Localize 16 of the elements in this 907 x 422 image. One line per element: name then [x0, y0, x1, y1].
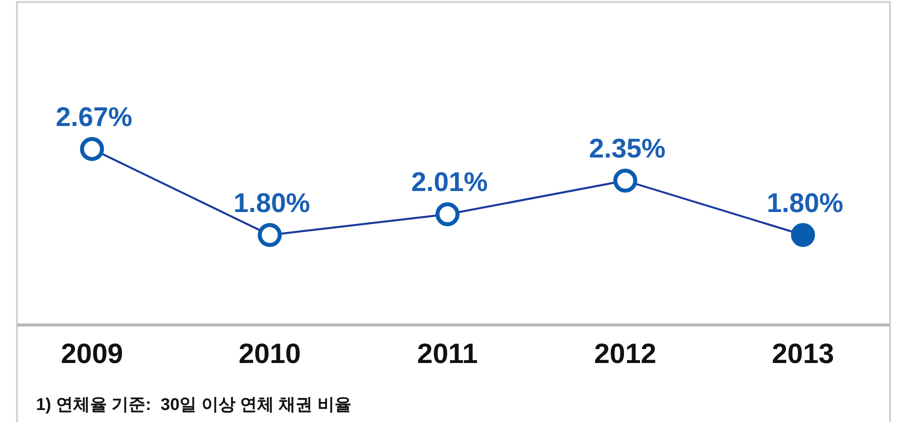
data-label: 2.01% — [411, 167, 488, 198]
point — [80, 137, 104, 161]
data-label: 2.35% — [588, 134, 666, 164]
x-tick-label: 2012 — [594, 338, 656, 369]
text: 1) 연체율 기준: 30일 이상 연체 채권 비율 — [36, 395, 352, 414]
data-label: 1.80% — [766, 188, 844, 218]
data-label: 2.67% — [56, 102, 132, 132]
data-label: 1.80% — [233, 188, 310, 218]
x-tick-label: 2009 — [60, 338, 124, 369]
point — [436, 202, 460, 226]
x-tick-label: 2011 — [417, 338, 478, 369]
point — [791, 223, 815, 247]
x-tick-label: 2010 — [238, 338, 301, 369]
point — [258, 223, 282, 247]
x-tick-label: 2013 — [772, 338, 834, 369]
point — [613, 168, 638, 193]
